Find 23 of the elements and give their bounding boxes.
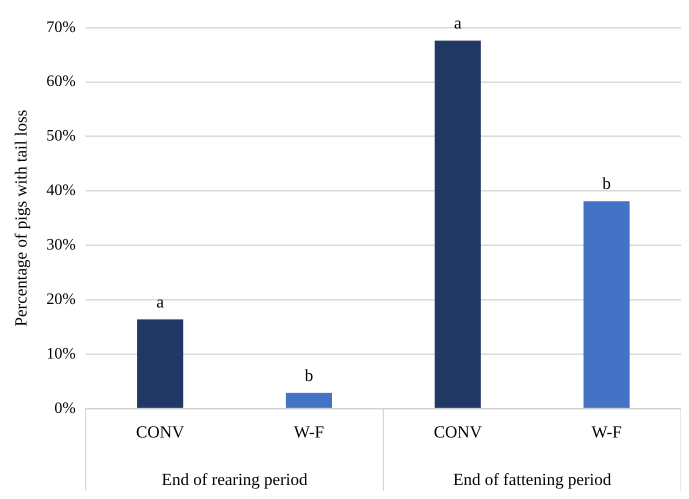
bar (584, 201, 630, 408)
y-tick-label: 20% (46, 290, 76, 308)
x-tick-label: CONV (136, 422, 185, 442)
text: End of fattening period (453, 470, 612, 489)
y-tick-label: 60% (46, 73, 76, 90)
y-tick-label: 0% (54, 400, 76, 417)
y-tick-label: 70% (46, 18, 76, 36)
y-tick-label: 30% (46, 236, 76, 254)
x-tick-label: W-F (591, 422, 622, 442)
bar (286, 392, 332, 408)
y-tick-label: 40% (46, 182, 76, 200)
text: End of rearing period (162, 470, 308, 489)
data-label: b (304, 366, 314, 385)
data-label: a (454, 14, 462, 33)
y-tick-label: 10% (46, 345, 76, 362)
data-label: a (156, 292, 164, 312)
bar (434, 40, 481, 408)
y-tick-label: 50% (46, 128, 76, 145)
x-tick-label: W-F (294, 422, 324, 442)
x-tick-label: CONV (434, 422, 483, 442)
data-label: b (602, 174, 611, 194)
y-axis-title: Percentage of pigs with tail loss (12, 110, 31, 326)
bar (137, 319, 184, 408)
